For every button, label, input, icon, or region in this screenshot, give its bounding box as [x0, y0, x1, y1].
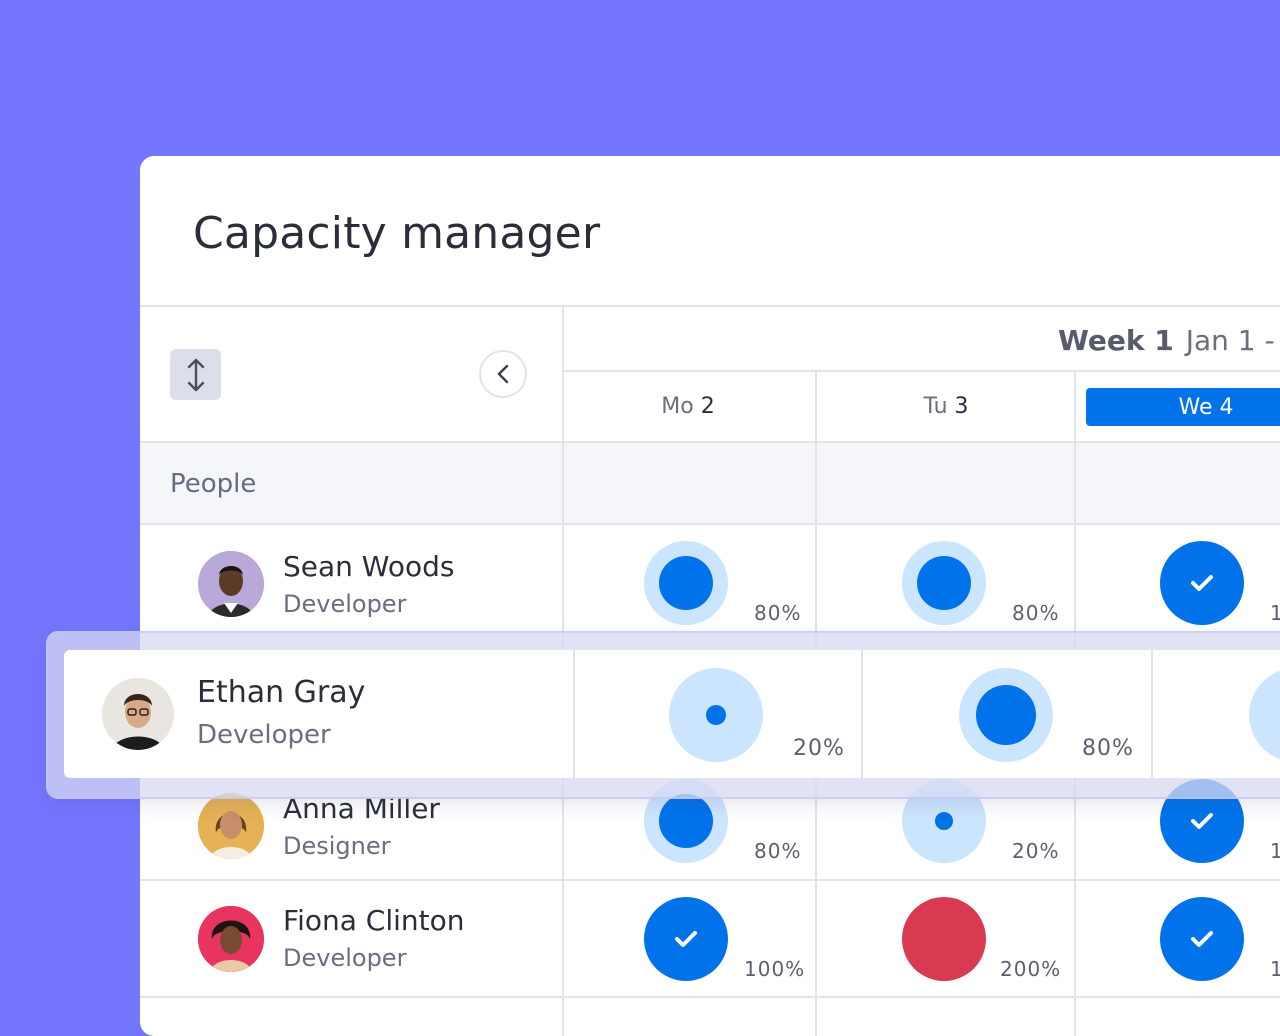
- day-name: Tu: [923, 394, 948, 419]
- capacity-indicator-full[interactable]: [1160, 897, 1244, 981]
- day-number: 4: [1219, 394, 1234, 420]
- capacity-percent: 20%: [1012, 839, 1060, 863]
- person-name: Ethan Gray: [197, 675, 366, 710]
- divider: [861, 650, 863, 778]
- person-role: Developer: [283, 944, 407, 972]
- divider: [140, 305, 1280, 307]
- week-header: Week 1 Jan 1 - ...: [1058, 324, 1280, 357]
- sort-button[interactable]: [170, 349, 221, 400]
- capacity-fill: [917, 556, 971, 610]
- divider: [1151, 650, 1153, 778]
- avatar-image: [198, 906, 264, 972]
- collapse-button[interactable]: [479, 350, 527, 398]
- divider: [140, 879, 1280, 881]
- day-number: 3: [954, 394, 969, 419]
- capacity-fill: [935, 812, 953, 830]
- capacity-percent: 80%: [754, 601, 802, 625]
- person-role: Developer: [197, 720, 331, 750]
- capacity-percent: 10: [1270, 839, 1280, 863]
- day-header-mo[interactable]: Mo 2: [588, 394, 788, 419]
- capacity-indicator-full[interactable]: [644, 897, 728, 981]
- person-role: Designer: [283, 832, 391, 860]
- divider: [564, 370, 1280, 372]
- person-role: Developer: [283, 590, 407, 618]
- people-group-band: [140, 443, 1280, 523]
- divider: [140, 523, 1280, 525]
- day-name: We: [1178, 394, 1213, 420]
- capacity-percent: 80%: [1012, 601, 1060, 625]
- capacity-fill: [706, 705, 726, 725]
- people-group-label: People: [170, 469, 257, 499]
- capacity-percent: 20%: [793, 736, 845, 761]
- sort-icon: [187, 358, 204, 391]
- avatar-image: [102, 678, 174, 750]
- capacity-percent: 10: [1270, 601, 1280, 625]
- capacity-percent: 80%: [1082, 736, 1134, 761]
- capacity-percent: 100%: [744, 957, 806, 981]
- dragged-row[interactable]: Ethan Gray Developer 20% 80%: [64, 650, 1280, 778]
- avatar[interactable]: [198, 793, 264, 859]
- capacity-fill: [976, 685, 1036, 745]
- person-name: Fiona Clinton: [283, 904, 465, 937]
- avatar[interactable]: [198, 906, 264, 972]
- capacity-percent: 10: [1270, 957, 1280, 981]
- check-icon: [1191, 931, 1213, 947]
- page-title: Capacity manager: [193, 208, 601, 259]
- week-range: Jan 1 - ...: [1185, 324, 1280, 357]
- day-number: 2: [700, 394, 715, 419]
- week-number: Week 1: [1058, 324, 1174, 357]
- capacity-indicator-over[interactable]: [902, 897, 986, 981]
- avatar[interactable]: [198, 551, 264, 617]
- avatar-image: [198, 793, 264, 859]
- capacity-fill: [659, 556, 713, 610]
- avatar[interactable]: [102, 678, 174, 750]
- person-name: Sean Woods: [283, 550, 455, 583]
- capacity-percent: 80%: [754, 839, 802, 863]
- avatar-image: [198, 551, 264, 617]
- check-icon: [1191, 813, 1213, 829]
- divider: [573, 650, 575, 778]
- day-name: Mo: [661, 394, 694, 419]
- check-icon: [675, 931, 697, 947]
- divider: [140, 996, 1280, 998]
- chevron-left-icon: [497, 364, 509, 384]
- divider: [140, 441, 1280, 443]
- person-name: Anna Miller: [283, 792, 440, 825]
- check-icon: [1191, 575, 1213, 591]
- capacity-fill: [659, 794, 713, 848]
- capacity-indicator[interactable]: [1249, 668, 1280, 762]
- capacity-indicator-full[interactable]: [1160, 541, 1244, 625]
- day-header-we-active[interactable]: We 4: [1086, 388, 1280, 426]
- day-header-tu[interactable]: Tu 3: [846, 394, 1046, 419]
- capacity-percent: 200%: [1000, 957, 1062, 981]
